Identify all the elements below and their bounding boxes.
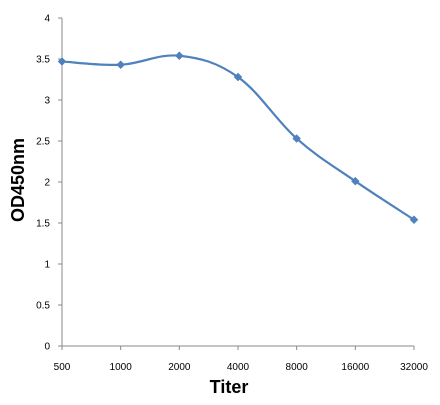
data-point-1000 (116, 60, 126, 70)
x-tick-label: 1000 (110, 362, 133, 373)
y-tick-label: 0.5 (36, 301, 50, 312)
y-tick-label: 2 (44, 178, 50, 189)
data-point-8000 (292, 134, 302, 143)
y-tick-label: 2.5 (36, 137, 50, 148)
data-point-32000 (409, 215, 419, 225)
y-tick-label: 3.5 (36, 55, 50, 66)
x-tick-label: 500 (54, 362, 71, 373)
x-tick-label: 32000 (400, 362, 428, 373)
data-point-2000 (174, 51, 184, 61)
data-point-16000 (350, 176, 360, 186)
x-axis: 500 1000 2000 4000 8000 16000 32000 (54, 345, 428, 373)
data-point-500 (57, 57, 67, 66)
y-tick-label: 3 (44, 96, 50, 107)
y-tick-label: 4 (44, 14, 50, 25)
data-point-4000 (233, 72, 243, 82)
y-tick-label: 1.5 (36, 219, 50, 230)
y-tick-label: 0 (44, 342, 50, 353)
y-tick-label: 1 (44, 260, 50, 271)
x-tick-label: 2000 (168, 362, 191, 373)
y-axis-title: OD450nm (8, 138, 28, 222)
y-axis: 0 0.5 1 1.5 2 2.5 3 3.5 4 (36, 14, 63, 353)
x-tick-label: 16000 (341, 362, 369, 373)
x-axis-title: Titer (210, 377, 249, 397)
x-tick-label: 8000 (286, 362, 309, 373)
x-tick-label: 4000 (227, 362, 250, 373)
series-layer (57, 51, 419, 225)
